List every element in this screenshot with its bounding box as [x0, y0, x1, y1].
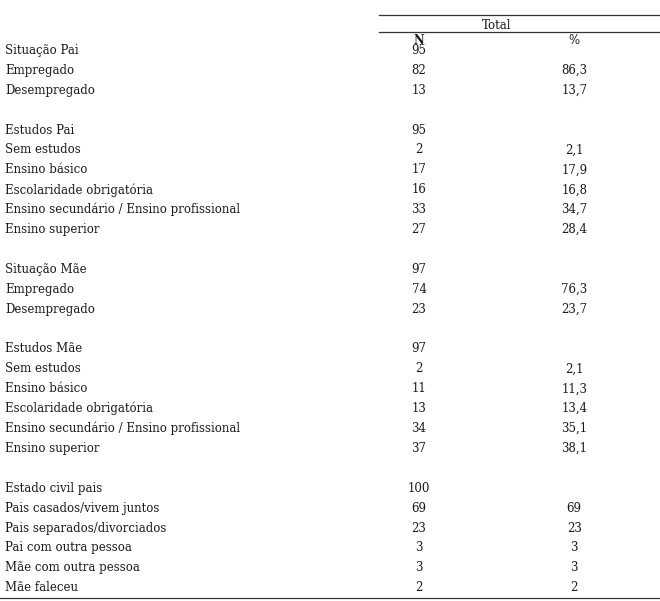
Text: 27: 27	[412, 223, 426, 236]
Text: 35,1: 35,1	[561, 422, 587, 435]
Text: Estado civil pais: Estado civil pais	[5, 482, 102, 495]
Text: 23: 23	[567, 522, 581, 534]
Text: Escolaridade obrigatória: Escolaridade obrigatória	[5, 402, 153, 415]
Text: Ensino secundário / Ensino profissional: Ensino secundário / Ensino profissional	[5, 203, 240, 216]
Text: Estudos Mãe: Estudos Mãe	[5, 343, 82, 355]
Text: 2,1: 2,1	[565, 362, 583, 376]
Text: Desempregado: Desempregado	[5, 303, 95, 316]
Text: 86,3: 86,3	[561, 64, 587, 77]
Text: Sem estudos: Sem estudos	[5, 362, 81, 376]
Text: 34: 34	[412, 422, 426, 435]
Text: Escolaridade obrigatória: Escolaridade obrigatória	[5, 183, 153, 197]
Text: 23: 23	[412, 522, 426, 534]
Text: Ensino secundário / Ensino profissional: Ensino secundário / Ensino profissional	[5, 422, 240, 435]
Text: Empregado: Empregado	[5, 283, 75, 296]
Text: 3: 3	[570, 561, 578, 575]
Text: 100: 100	[408, 482, 430, 495]
Text: Total: Total	[482, 19, 512, 32]
Text: Sem estudos: Sem estudos	[5, 144, 81, 156]
Text: Desempregado: Desempregado	[5, 84, 95, 97]
Text: 2: 2	[415, 581, 423, 594]
Text: 28,4: 28,4	[561, 223, 587, 236]
Text: Mãe faleceu: Mãe faleceu	[5, 581, 79, 594]
Text: 13,4: 13,4	[561, 402, 587, 415]
Text: 74: 74	[412, 283, 426, 296]
Text: Empregado: Empregado	[5, 64, 75, 77]
Text: Ensino básico: Ensino básico	[5, 163, 88, 176]
Text: 2: 2	[415, 144, 423, 156]
Text: 97: 97	[412, 263, 426, 276]
Text: 38,1: 38,1	[561, 442, 587, 455]
Text: 33: 33	[412, 203, 426, 216]
Text: 82: 82	[412, 64, 426, 77]
Text: Pai com outra pessoa: Pai com outra pessoa	[5, 542, 132, 555]
Text: 11,3: 11,3	[561, 382, 587, 395]
Text: 3: 3	[570, 542, 578, 555]
Text: 34,7: 34,7	[561, 203, 587, 216]
Text: 11: 11	[412, 382, 426, 395]
Text: 97: 97	[412, 343, 426, 355]
Text: 17: 17	[412, 163, 426, 176]
Text: 95: 95	[412, 44, 426, 57]
Text: Pais separados/divorciados: Pais separados/divorciados	[5, 522, 167, 534]
Text: 16: 16	[412, 183, 426, 197]
Text: Ensino superior: Ensino superior	[5, 223, 100, 236]
Text: 13: 13	[412, 84, 426, 97]
Text: Ensino básico: Ensino básico	[5, 382, 88, 395]
Text: 2: 2	[570, 581, 578, 594]
Text: Mãe com outra pessoa: Mãe com outra pessoa	[5, 561, 140, 575]
Text: 37: 37	[412, 442, 426, 455]
Text: 95: 95	[412, 124, 426, 136]
Text: N: N	[414, 34, 424, 47]
Text: Estudos Pai: Estudos Pai	[5, 124, 75, 136]
Text: Situação Pai: Situação Pai	[5, 44, 79, 57]
Text: 69: 69	[412, 502, 426, 514]
Text: 13: 13	[412, 402, 426, 415]
Text: 16,8: 16,8	[561, 183, 587, 197]
Text: 17,9: 17,9	[561, 163, 587, 176]
Text: 2,1: 2,1	[565, 144, 583, 156]
Text: 2: 2	[415, 362, 423, 376]
Text: 3: 3	[415, 561, 423, 575]
Text: 69: 69	[567, 502, 581, 514]
Text: Situação Mãe: Situação Mãe	[5, 263, 87, 276]
Text: 13,7: 13,7	[561, 84, 587, 97]
Text: 23,7: 23,7	[561, 303, 587, 316]
Text: 76,3: 76,3	[561, 283, 587, 296]
Text: Pais casados/vivem juntos: Pais casados/vivem juntos	[5, 502, 160, 514]
Text: 23: 23	[412, 303, 426, 316]
Text: Ensino superior: Ensino superior	[5, 442, 100, 455]
Text: %: %	[569, 34, 579, 47]
Text: 3: 3	[415, 542, 423, 555]
